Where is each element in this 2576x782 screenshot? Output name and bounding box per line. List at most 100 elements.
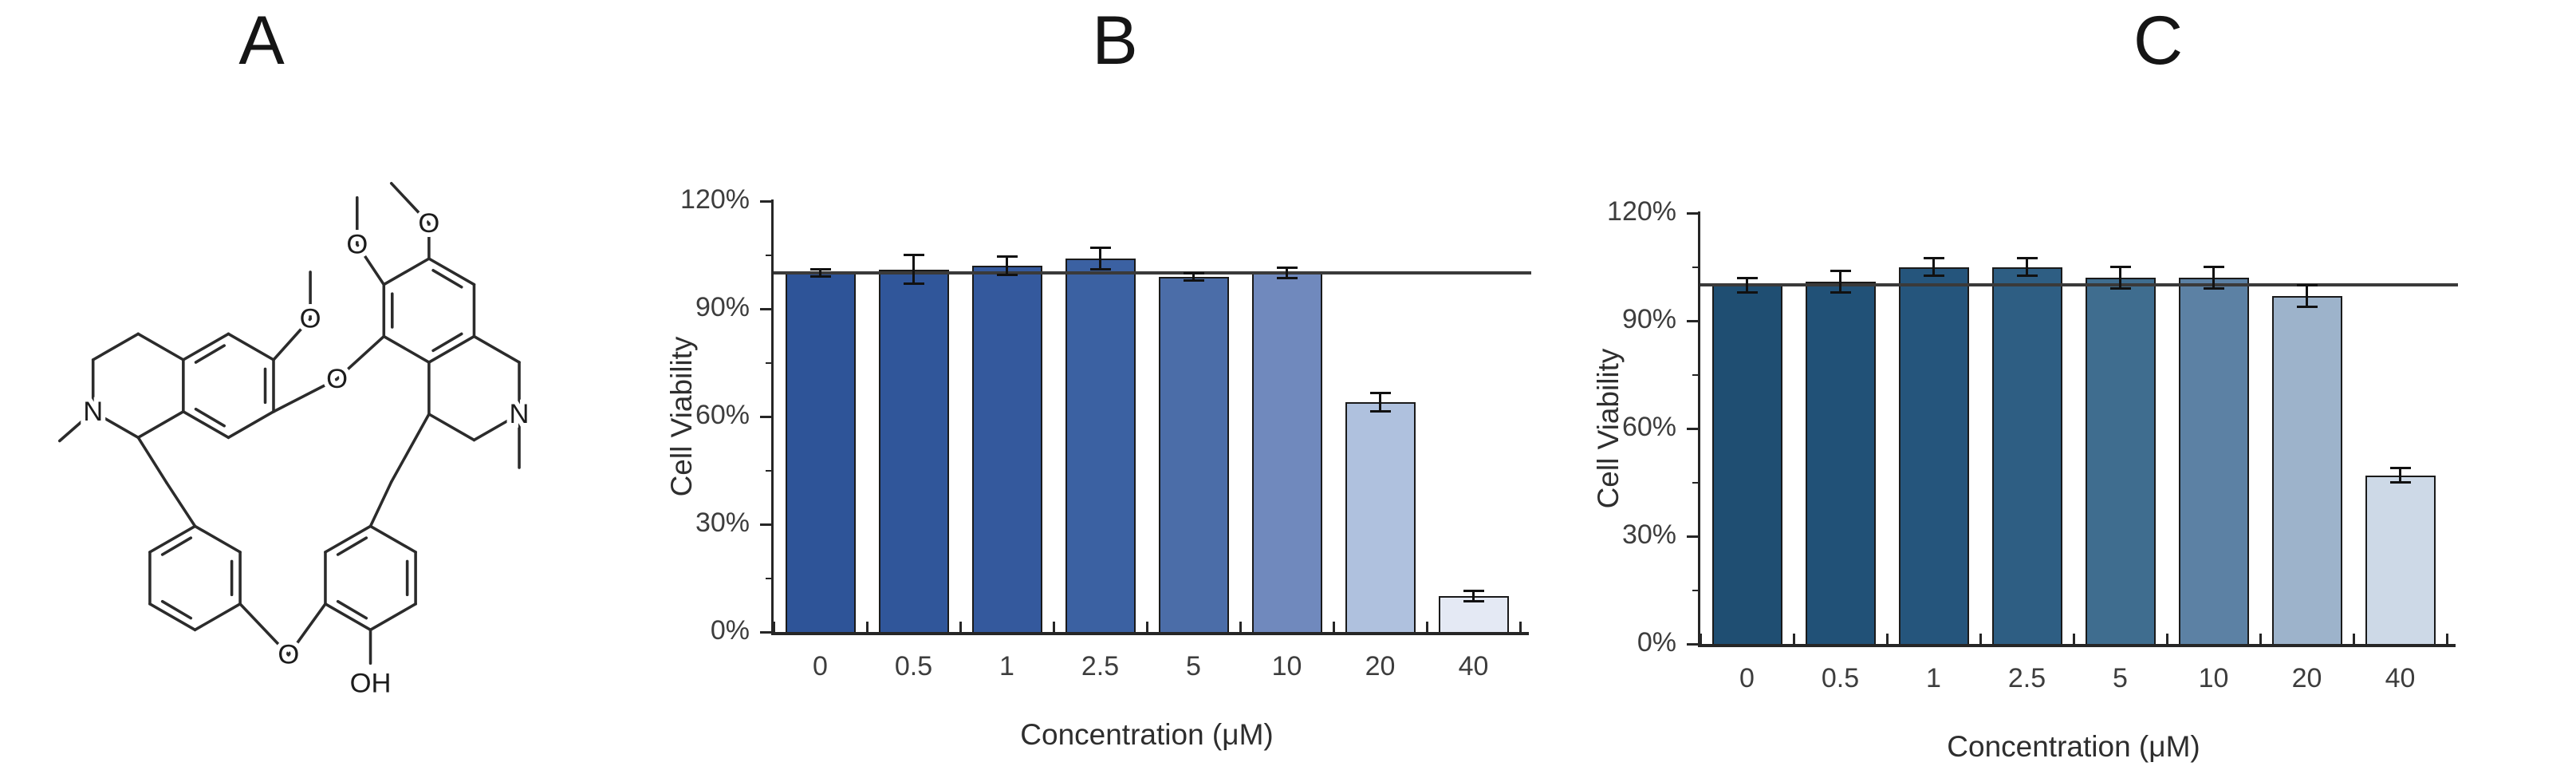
error-bar-cap-top	[2296, 283, 2318, 286]
x-tick	[1426, 622, 1428, 632]
error-bar-cap-bottom	[2389, 481, 2411, 484]
bar	[1898, 267, 1969, 644]
y-tick-major	[760, 523, 772, 526]
error-bar-line	[2119, 267, 2121, 289]
x-tick-label: 10	[2198, 663, 2229, 693]
error-bar-cap-top	[1089, 247, 1111, 249]
y-tick-label: 90%	[1621, 304, 1676, 334]
bar	[2365, 475, 2436, 644]
error-bar-line	[1099, 247, 1101, 270]
error-bar-cap-bottom	[2203, 287, 2224, 290]
methoxy-oxygen-mid-label: O	[346, 229, 368, 259]
error-bar-line	[1286, 267, 1288, 278]
error-bar-cap-top	[809, 268, 831, 271]
error-bar-cap-top	[1276, 266, 1298, 269]
y-tick-major	[760, 307, 772, 310]
y-tick-label: 120%	[1607, 196, 1676, 227]
y-tick-major	[760, 199, 772, 203]
chemical-structure: N N O O O O O OH	[32, 152, 550, 712]
x-tick	[2446, 634, 2448, 644]
error-bar-cap-top	[2109, 266, 2131, 268]
x-tick-label: 1	[1926, 663, 1941, 693]
x-tick	[1519, 622, 1522, 632]
bar	[785, 273, 856, 632]
x-tick	[1333, 622, 1335, 632]
bar	[878, 269, 949, 632]
ether-oxygen-bottom-label: O	[278, 640, 299, 670]
x-tick	[1700, 634, 1702, 644]
x-tick	[1886, 634, 1889, 644]
nitrogen-left-label: N	[83, 397, 103, 427]
atom-labels: N N O O O O O OH	[78, 203, 534, 703]
x-tick-label: 5	[1186, 651, 1201, 681]
error-bar-line	[1746, 278, 1748, 292]
x-axis-line	[1698, 644, 2456, 647]
y-tick-label: 120%	[680, 184, 750, 215]
y-tick-major	[760, 630, 772, 634]
x-tick-label: 40	[1458, 651, 1489, 681]
x-tick	[773, 622, 775, 632]
error-bar-line	[819, 269, 821, 277]
error-bar-cap-top	[1183, 271, 1204, 274]
x-tick-label: 20	[2291, 663, 2322, 693]
x-tick-label: 2.5	[1081, 651, 1120, 681]
x-tick	[866, 622, 869, 632]
y-tick-major	[1687, 427, 1699, 430]
bar	[1251, 273, 1322, 632]
error-bar-cap-bottom	[1183, 278, 1204, 282]
bar	[971, 266, 1042, 632]
error-bar-cap-top	[903, 254, 924, 256]
error-bar-cap-top	[2016, 256, 2038, 259]
error-bar-cap-top	[2203, 266, 2224, 268]
y-axis-line	[1698, 211, 1700, 646]
methoxy-oxygen-left-label: O	[300, 304, 321, 334]
y-tick-label: 60%	[695, 400, 750, 430]
panel-a-label: A	[238, 2, 285, 79]
y-axis-title: Cell Viability	[1592, 348, 1625, 509]
y-tick-label: 30%	[1621, 519, 1676, 550]
error-bar-cap-top	[1369, 392, 1391, 395]
error-bar-cap-top	[1923, 256, 1944, 259]
y-tick-label: 0%	[710, 615, 750, 646]
y-tick-label: 60%	[1621, 412, 1676, 442]
nitrogen-right-label: N	[510, 399, 530, 429]
error-bar-cap-top	[1830, 269, 1851, 272]
y-tick-major	[1687, 535, 1699, 538]
bond-lines	[57, 182, 521, 665]
reference-line	[774, 271, 1531, 274]
y-tick-minor	[1692, 373, 1699, 376]
bar	[2178, 278, 2249, 644]
error-bar-cap-bottom	[2296, 305, 2318, 308]
bar	[1805, 281, 1876, 644]
error-bar-line	[2026, 258, 2028, 276]
error-bar-line	[1472, 590, 1475, 602]
cell-viability-chart-b: 120% 90% 60% 30% 0% 0 0.5 1 2.5 5 10 20 40 Concentrat…	[638, 185, 1651, 782]
error-bar-cap-bottom	[1736, 290, 1758, 294]
bar	[1065, 259, 1136, 632]
methoxy-oxygen-top-label: O	[418, 208, 439, 239]
y-tick-minor	[1692, 266, 1699, 268]
y-axis-title: Cell Viability	[665, 336, 698, 497]
error-bar-cap-top	[996, 255, 1018, 259]
error-bar-cap-bottom	[1463, 600, 1484, 603]
y-axis-line	[771, 199, 774, 634]
x-axis-title: Concentration (μM)	[1947, 730, 2200, 763]
reference-line	[1700, 283, 2458, 286]
y-tick-major	[1687, 642, 1699, 646]
x-tick	[1793, 634, 1795, 644]
error-bar-line	[2212, 267, 2215, 289]
bar	[1991, 267, 2062, 644]
error-bar-cap-bottom	[1923, 274, 1944, 278]
error-bar-cap-bottom	[2109, 287, 2131, 290]
x-tick-label: 20	[1365, 651, 1396, 681]
x-tick	[1239, 622, 1242, 632]
bar	[1345, 402, 1416, 632]
error-bar-cap-bottom	[996, 273, 1018, 276]
bar	[2085, 278, 2156, 644]
y-tick-label: 90%	[695, 292, 750, 322]
x-tick	[1053, 622, 1055, 632]
cell-viability-chart-c: 120% 90% 60% 30% 0% 0 0.5 1 2.5 5 10 20 40 Concentrat…	[1565, 197, 2576, 782]
error-bar-cap-bottom	[809, 275, 831, 278]
y-tick-major	[760, 415, 772, 418]
ether-oxygen-top-label: O	[326, 364, 348, 394]
